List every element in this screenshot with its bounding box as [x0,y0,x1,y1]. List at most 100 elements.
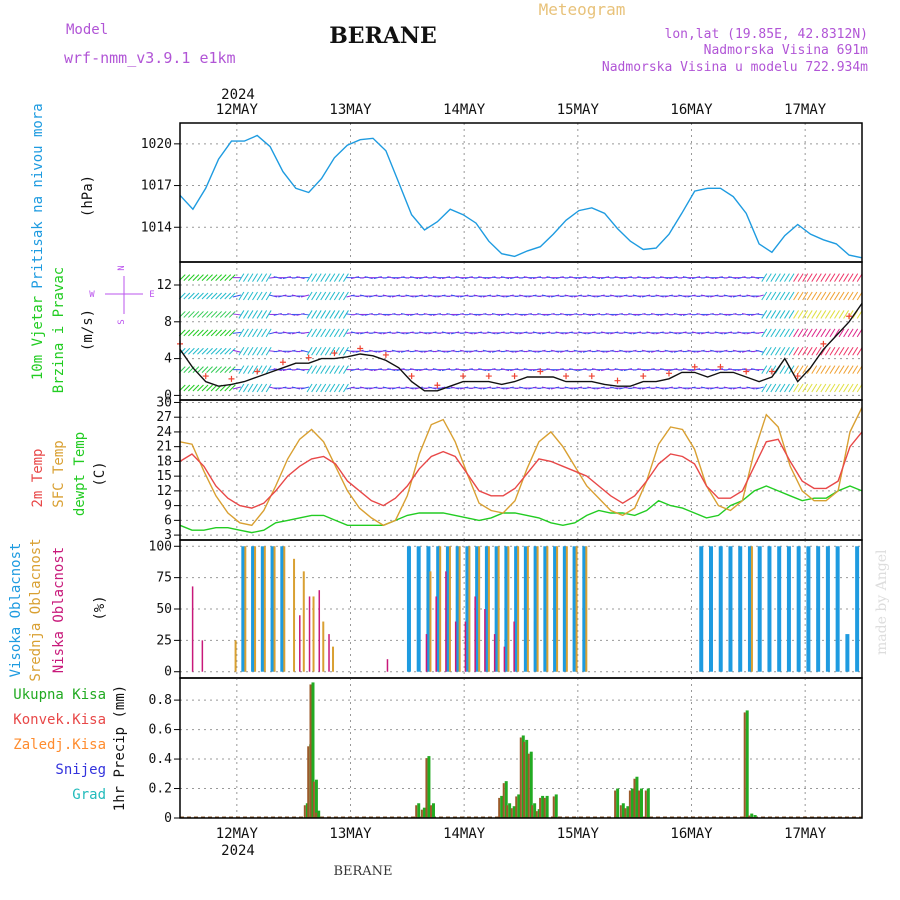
wind-barb [215,366,223,373]
wind-barb [192,292,200,300]
ytick-label: 1017 [141,179,172,194]
wind-barb [252,346,258,356]
wind-barb [802,328,809,338]
wind-barb [315,383,322,393]
compass-n: N [117,265,127,270]
cloud-bar-mid [322,621,325,672]
wind-barb [215,329,223,337]
precip-bar [508,803,512,818]
wind-barb [423,312,432,316]
wind-barb [797,291,804,301]
wind-barb [306,273,313,282]
wind-barb [343,291,349,301]
wind-barb [732,349,742,353]
wind-barb [761,383,768,393]
wind-barb [788,310,795,319]
ytick-label: 0 [164,811,172,826]
wind-barb [779,383,786,393]
wind-barb [784,291,790,301]
wind-barb [188,311,195,318]
wind-barb [751,368,760,372]
wind-barb [243,365,249,374]
cloud-bar-high [747,546,752,672]
wind-barb [192,347,200,355]
wind-barb [238,291,245,301]
wind-barb [811,291,818,301]
wind-barb [770,291,777,301]
precip-conv-bar [303,805,306,818]
precip-conv-bar [543,797,546,818]
wind-marker [357,345,364,352]
wind-barb [765,346,772,356]
wind-barb [824,383,831,393]
wind-barb [252,273,258,282]
wind-barb [369,349,378,353]
wind-barb [360,386,369,390]
ytick-label: 30 [156,395,172,410]
precip-bar [314,779,318,818]
wind-barb [206,347,213,355]
cloud-bar-high [494,546,499,672]
wind-barb [247,383,254,393]
wind-marker [202,373,209,380]
wind-barb [682,368,692,372]
wind-barb [329,328,336,338]
wind-barb [306,365,313,374]
precip-conv-bar [633,778,636,818]
wind-barb [324,383,331,393]
wind-marker [717,363,724,370]
precip-conv-bar [315,812,318,818]
wind-barb [646,331,655,335]
wind-barb [320,383,327,393]
wind-barb [793,383,799,393]
wind-barb [197,384,204,392]
wind-barb [306,346,313,356]
wind-barb [210,347,218,355]
footer-station: BERANE [333,864,392,879]
wind-barb [324,328,331,338]
wind-barb [320,346,327,356]
precip-conv-label: Konvek.Kisa [13,712,106,728]
precip-bar [311,682,315,818]
cloud-bar-high [806,546,811,672]
cloud-bar-mid [526,546,529,672]
model-label: Model [66,22,108,38]
wind-barb [564,294,573,298]
wind-barb [637,276,646,280]
wind-barb [210,311,218,318]
cloud-unit: (%) [92,595,108,620]
wind-barb [473,294,482,298]
compass-s: S [117,319,127,324]
wind-barb [324,291,331,301]
precip-bar [517,794,521,818]
wind-barb [687,349,696,353]
wind-barb [591,276,601,280]
precip-conv-bar [637,790,640,818]
wind-barb [824,273,831,282]
wind-barb [224,366,232,373]
xtick-label-top: 13MAY [329,102,372,118]
wind-barb [623,331,632,335]
ytick-label: 12 [156,484,172,499]
wind-barb [265,273,272,282]
wind-barb [500,368,510,372]
cloud-bar-high [835,546,840,672]
wind-barb [560,312,569,316]
wind-barb [847,328,854,338]
cloud-bar-high [572,546,577,672]
cloud-bar-high [465,546,470,672]
wind-barb [793,291,799,301]
precip-conv-bar [498,797,501,818]
ytick-label: 18 [156,454,172,469]
precip-conv-bar [519,737,522,818]
wind-barb [660,368,669,372]
ytick-label: 21 [156,440,172,455]
wind-barb [315,310,322,319]
wind-barb [852,365,859,374]
wind-barb [329,291,336,301]
wind-barb [664,349,673,353]
wind-barb [784,365,790,374]
wind-barb [678,294,687,298]
cloud-bar-high [855,546,860,672]
wind-compass-icon: N E W S [89,265,154,324]
